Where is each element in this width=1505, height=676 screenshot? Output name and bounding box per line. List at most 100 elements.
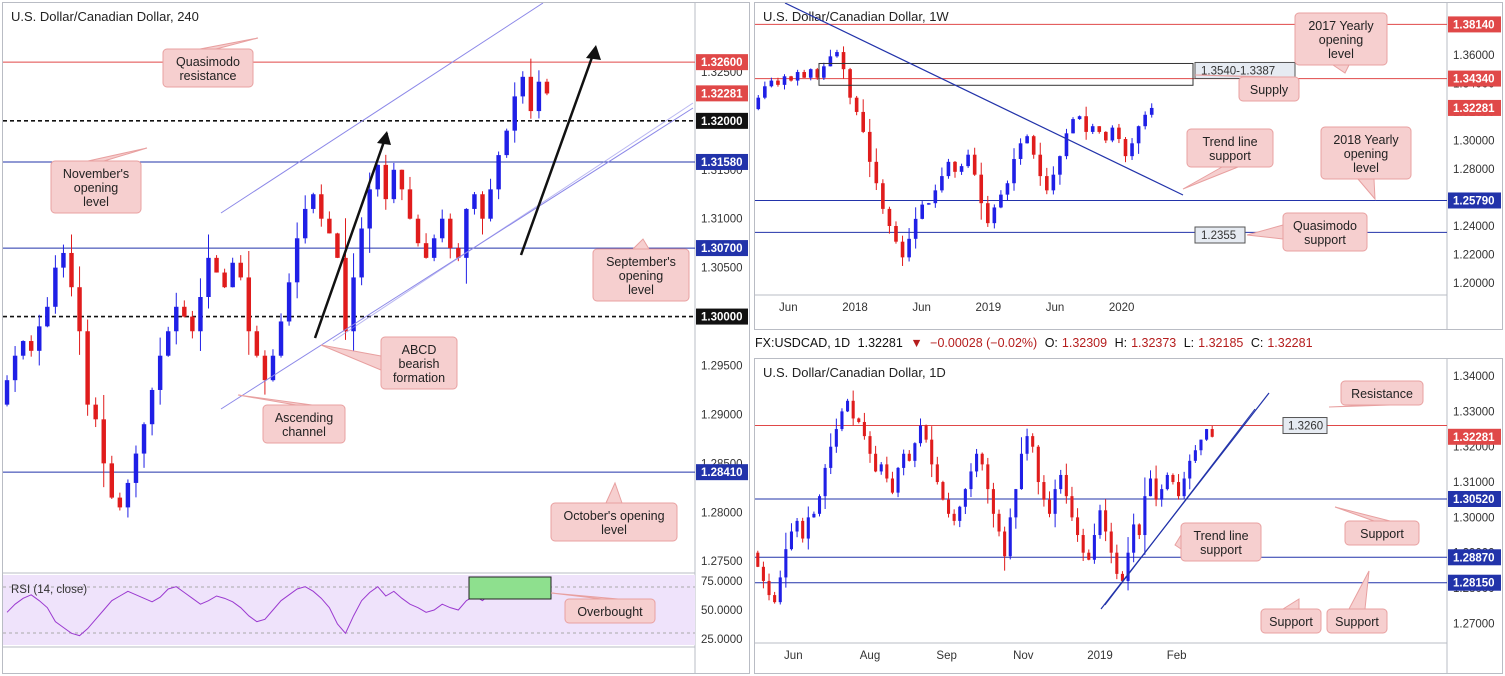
projection-arrow-line xyxy=(519,48,597,256)
candle-body xyxy=(920,204,925,219)
candle-body xyxy=(946,161,951,177)
chart-panel-weekly[interactable]: U.S. Dollar/Canadian Dollar, 1W 1.36000 1.… xyxy=(754,2,1503,330)
candle-body xyxy=(812,513,816,518)
x-tick-label: Nov xyxy=(1013,650,1034,662)
price-tag xyxy=(1448,192,1501,209)
chart-weekly-svg[interactable]: U.S. Dollar/Canadian Dollar, 1W 1.36000 1.… xyxy=(755,3,1502,329)
candle-body xyxy=(149,389,155,425)
candle-body xyxy=(1126,552,1130,581)
callout-pointer xyxy=(1332,64,1350,74)
candle-body xyxy=(933,190,938,204)
chart-panel-daily[interactable]: U.S. Dollar/Canadian Dollar, 1D 1.34000 1.… xyxy=(754,358,1503,674)
candle-body xyxy=(53,267,58,307)
callout-text: Overbought xyxy=(577,605,643,619)
candle-body xyxy=(222,272,227,288)
ohlc-high: 1.32373 xyxy=(1131,336,1177,350)
price-tag-label: 1.34340 xyxy=(1453,74,1495,86)
callout-pointer xyxy=(550,592,619,600)
candle-body xyxy=(302,208,308,239)
x-tick-label: Jun xyxy=(1046,302,1065,314)
candle-body xyxy=(311,194,316,209)
candle-body xyxy=(1097,126,1102,132)
candle-body xyxy=(270,355,276,381)
candle-body xyxy=(1123,139,1128,157)
chart-daily-svg[interactable]: U.S. Dollar/Canadian Dollar, 1D 1.34000 1.… xyxy=(755,359,1502,673)
callout-box xyxy=(1320,126,1412,180)
price-tag-label: 1.30520 xyxy=(1453,494,1495,506)
candle-body xyxy=(1064,133,1069,157)
price-tag xyxy=(696,308,748,325)
price-tag-label: 1.30000 xyxy=(701,312,743,324)
candle-body xyxy=(1045,176,1049,191)
candle-body xyxy=(1025,136,1029,144)
candle-body xyxy=(848,69,852,98)
candle-body xyxy=(1003,531,1007,557)
candle-body xyxy=(1136,126,1141,144)
price-tag xyxy=(1448,490,1501,507)
callout-text: Ascending xyxy=(275,411,333,425)
callout-box xyxy=(1186,128,1274,168)
candle-body xyxy=(1076,517,1080,536)
callout-text: level xyxy=(83,195,109,209)
x-tick-label: 2020 xyxy=(1109,302,1135,314)
price-tag xyxy=(696,464,748,481)
callout-box xyxy=(1344,520,1420,546)
candle-body xyxy=(1104,510,1108,532)
candle-body xyxy=(966,154,970,167)
candle-body xyxy=(1031,136,1036,155)
candle-body xyxy=(930,439,934,465)
candle-body xyxy=(1210,429,1214,437)
candle-body xyxy=(1149,107,1154,115)
candle-body xyxy=(141,424,147,454)
candle-body xyxy=(1182,478,1186,497)
candle-body xyxy=(763,86,767,98)
candle-body xyxy=(1132,524,1136,553)
candle-body xyxy=(894,225,898,242)
last-price: 1.32281 xyxy=(857,336,903,350)
candle-body xyxy=(1036,446,1040,483)
candle-body xyxy=(351,277,356,332)
candle-body xyxy=(802,72,806,78)
candle-body xyxy=(756,552,760,567)
resistance-callout: Resistance xyxy=(1328,380,1424,408)
chart-panel-4h[interactable]: U.S. Dollar/Canadian Dollar, 240 1.32500 1… xyxy=(2,2,750,674)
x-tick-label: Feb xyxy=(1167,650,1187,662)
candle-body xyxy=(294,238,300,283)
candle-body xyxy=(789,76,793,81)
callout-pointer xyxy=(1174,534,1182,550)
callout-pointer xyxy=(1182,166,1239,190)
callout-text: Resistance xyxy=(1351,387,1413,401)
candle-body xyxy=(439,218,445,239)
callout-pointer xyxy=(320,344,382,371)
callout-text: October's opening xyxy=(563,509,664,523)
candle-body xyxy=(801,520,805,539)
candle-body xyxy=(1115,552,1119,574)
candle-body xyxy=(165,331,171,356)
candle-body xyxy=(1064,474,1068,497)
support-callout-1: Support xyxy=(1334,506,1420,546)
overbought-highlight xyxy=(468,576,552,600)
candle-body xyxy=(769,80,774,87)
candle-body xyxy=(28,341,34,351)
trend-line xyxy=(784,3,1184,196)
chart-4h-svg[interactable]: U.S. Dollar/Canadian Dollar, 2401.325001… xyxy=(3,3,749,673)
callout-text: resistance xyxy=(180,69,237,83)
callout-pointer xyxy=(1348,570,1370,610)
candle-body xyxy=(924,425,928,440)
x-tick-label: 2018 xyxy=(842,302,868,314)
candle-body xyxy=(1154,478,1158,500)
candle-body xyxy=(254,331,260,356)
y-tick-label: 1.30500 xyxy=(701,263,743,275)
y-tick-label: 1.31000 xyxy=(701,214,743,226)
y-tick-label: 1.20000 xyxy=(1453,278,1495,290)
candle-body xyxy=(37,326,42,351)
y-tick-label: 1.34000 xyxy=(1453,371,1495,383)
candle-body xyxy=(806,517,810,539)
callout-text: bearish xyxy=(399,357,440,371)
callout-text: 2017 Yearly xyxy=(1308,19,1374,33)
callout-text: level xyxy=(628,283,654,297)
candle-body xyxy=(375,164,380,190)
candle-body xyxy=(885,464,889,479)
